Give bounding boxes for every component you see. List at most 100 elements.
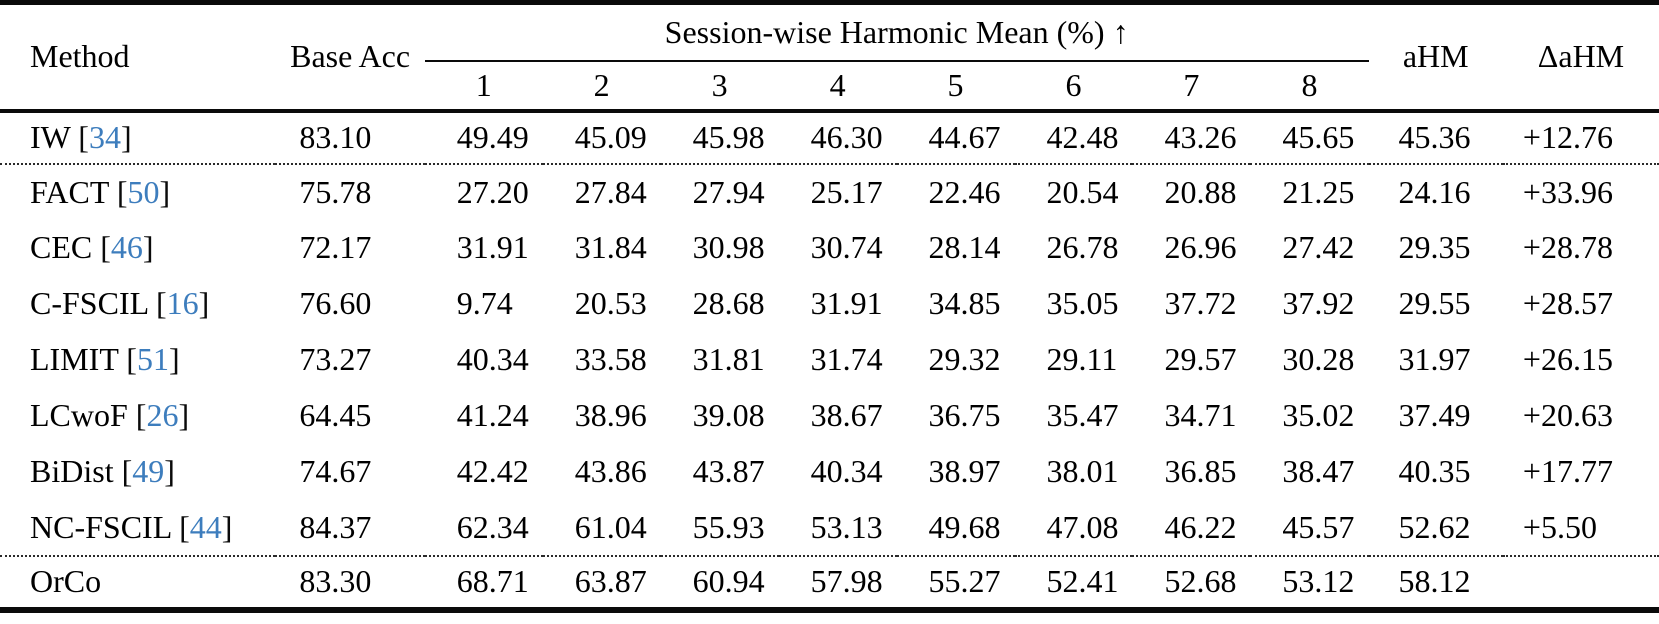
col-header-session-3: 3 xyxy=(660,60,779,113)
delta-ahm-cell: +12.76 xyxy=(1502,110,1659,165)
session-4-cell: 31.74 xyxy=(810,341,883,377)
session-8-cell: 21.25 xyxy=(1282,173,1355,210)
base-acc-cell: 75.78 xyxy=(299,173,372,210)
citation-bracket-open: [ xyxy=(126,341,137,377)
session-5-cell: 28.14 xyxy=(928,229,1001,265)
base-acc-cell: 76.60 xyxy=(299,285,372,321)
session-8-cell: 37.92 xyxy=(1282,285,1355,321)
session-5-cell: 22.46 xyxy=(928,173,1001,210)
citation-link[interactable]: 34 xyxy=(88,119,121,155)
session-1-cell: 27.20 xyxy=(456,173,529,210)
session-3-cell: 31.81 xyxy=(692,341,765,377)
col-header-session-8: 8 xyxy=(1250,60,1369,113)
method-cell: IW [34] xyxy=(0,110,276,165)
session-4-cell: 30.74 xyxy=(810,229,883,265)
citation-bracket-close: ] xyxy=(120,119,132,155)
table-row-cec: CEC [46] 72.17 31.91 31.84 30.98 30.74 2… xyxy=(0,220,1659,276)
session-1-cell: 62.34 xyxy=(424,499,543,557)
table-body: IW [34] 83.10 49.49 45.09 45.98 46.30 44… xyxy=(0,110,1659,613)
delta-ahm-cell: +26.15 xyxy=(1522,341,1613,377)
ahm-cell: 52.62 xyxy=(1368,499,1503,557)
citation-bracket-close: ] xyxy=(142,229,154,265)
base-acc-cell: 64.45 xyxy=(299,397,372,433)
table-row-c-fscil: C-FSCIL [16] 76.60 9.74 20.53 28.68 31.9… xyxy=(0,276,1659,332)
session-6-cell: 35.05 xyxy=(1046,285,1119,321)
session-3-cell: 30.98 xyxy=(692,229,765,265)
method-name: LCwoF xyxy=(30,397,128,433)
session-5-cell: 49.68 xyxy=(896,499,1015,557)
col-header-session-5: 5 xyxy=(896,60,1015,113)
session-6-cell: 47.08 xyxy=(1014,499,1133,557)
session-2-cell: 38.96 xyxy=(574,397,647,433)
method-cell: LIMIT [51] xyxy=(0,332,275,388)
delta-ahm-cell xyxy=(1502,555,1659,613)
citation-link[interactable]: 51 xyxy=(136,341,169,377)
method-name: C-FSCIL xyxy=(30,285,148,321)
table-row-nc-fscil: NC-FSCIL [44] 84.37 62.34 61.04 55.93 53… xyxy=(0,499,1659,557)
citation-link[interactable]: 50 xyxy=(127,173,160,210)
citation-link[interactable]: 16 xyxy=(166,285,199,321)
session-7-cell: 46.22 xyxy=(1132,499,1251,557)
method-name: BiDist xyxy=(30,453,114,489)
session-5-cell: 36.75 xyxy=(928,397,1001,433)
session-3-cell: 55.93 xyxy=(660,499,779,557)
citation-bracket-open: [ xyxy=(116,173,128,210)
col-header-session-7: 7 xyxy=(1132,60,1251,113)
session-4-cell: 31.91 xyxy=(810,285,883,321)
delta-ahm-cell: +20.63 xyxy=(1522,397,1613,433)
session-1-cell: 41.24 xyxy=(456,397,529,433)
base-acc-cell: 74.67 xyxy=(299,453,372,489)
citation-link[interactable]: 44 xyxy=(189,508,222,545)
col-header-method: Method xyxy=(0,0,276,113)
session-1-cell: 68.71 xyxy=(424,555,543,613)
session-5-cell: 34.85 xyxy=(928,285,1001,321)
col-header-session-6: 6 xyxy=(1014,60,1133,113)
citation-link[interactable]: 46 xyxy=(110,229,143,265)
table-row-fact: FACT [50] 75.78 27.20 27.84 27.94 25.17 … xyxy=(0,164,1659,220)
session-1-cell: 31.91 xyxy=(456,229,529,265)
session-1-cell: 42.42 xyxy=(456,453,529,489)
citation-bracket-close: ] xyxy=(168,341,180,377)
col-header-ahm: aHM xyxy=(1368,0,1503,113)
method-name: LIMIT xyxy=(30,341,119,377)
citation-bracket-open: [ xyxy=(78,119,89,155)
session-7-cell: 52.68 xyxy=(1132,555,1251,613)
ahm-cell: 24.16 xyxy=(1398,173,1471,210)
ahm-cell: 31.97 xyxy=(1398,341,1471,377)
citation-link[interactable]: 26 xyxy=(146,397,179,433)
session-7-cell: 36.85 xyxy=(1164,453,1237,489)
session-4-cell: 57.98 xyxy=(778,555,897,613)
session-2-cell: 63.87 xyxy=(542,555,661,613)
session-6-cell: 29.11 xyxy=(1046,341,1118,377)
table-row-orco: OrCo 83.30 68.71 63.87 60.94 57.98 55.27… xyxy=(0,555,1659,613)
session-8-cell: 35.02 xyxy=(1282,397,1355,433)
method-name: OrCo xyxy=(30,563,102,599)
session-3-cell: 28.68 xyxy=(692,285,765,321)
session-8-cell: 53.12 xyxy=(1250,555,1369,613)
ahm-cell: 45.36 xyxy=(1368,110,1503,165)
session-6-cell: 26.78 xyxy=(1046,229,1119,265)
ahm-cell: 37.49 xyxy=(1398,397,1471,433)
session-2-cell: 27.84 xyxy=(574,173,647,210)
table-row-bidist: BiDist [49] 74.67 42.42 43.86 43.87 40.3… xyxy=(0,444,1659,500)
session-8-cell: 30.28 xyxy=(1282,341,1355,377)
session-3-cell: 60.94 xyxy=(660,555,779,613)
session-4-cell: 25.17 xyxy=(810,173,883,210)
ahm-cell: 29.55 xyxy=(1398,285,1471,321)
citation-link[interactable]: 49 xyxy=(132,453,165,489)
method-cell: NC-FSCIL [44] xyxy=(0,499,276,557)
ahm-cell: 58.12 xyxy=(1368,555,1503,613)
session-7-cell: 43.26 xyxy=(1132,110,1251,165)
delta-ahm-cell: +33.96 xyxy=(1522,173,1613,210)
session-8-cell: 45.65 xyxy=(1250,110,1369,165)
session-3-cell: 45.98 xyxy=(660,110,779,165)
method-name: FACT xyxy=(30,173,109,210)
table-header: Method Base Acc Session-wise Harmonic Me… xyxy=(0,0,1659,113)
method-name: CEC xyxy=(30,229,93,265)
delta-ahm-cell: +17.77 xyxy=(1522,453,1613,489)
session-3-cell: 43.87 xyxy=(692,453,765,489)
session-3-cell: 27.94 xyxy=(692,173,765,210)
ahm-cell: 29.35 xyxy=(1398,229,1471,265)
session-6-cell: 35.47 xyxy=(1046,397,1119,433)
